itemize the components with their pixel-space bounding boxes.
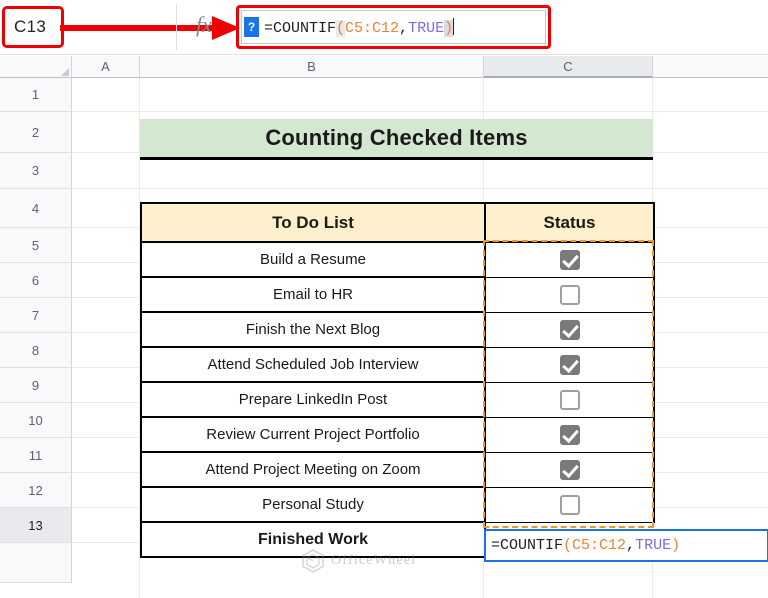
- status-cell[interactable]: [484, 276, 655, 313]
- formula-help-icon[interactable]: ?: [244, 17, 259, 37]
- row-header-6[interactable]: 6: [0, 263, 72, 298]
- checkbox-checked-icon[interactable]: [559, 354, 580, 375]
- formula-token-boolean: TRUE: [408, 19, 445, 37]
- annotation-arrow: [60, 16, 242, 40]
- gridline-row-3: [72, 188, 768, 189]
- table-row[interactable]: Prepare LinkedIn Post: [140, 381, 655, 418]
- checkbox-checked-icon[interactable]: [559, 424, 580, 445]
- cell-formula-comma: ,: [626, 537, 636, 554]
- cell-editor-c13[interactable]: =COUNTIF(C5:C12, TRUE): [484, 529, 768, 562]
- checkbox-unchecked-icon[interactable]: [559, 389, 580, 410]
- cell-formula-function: =COUNTIF: [491, 537, 564, 554]
- formula-token-close-paren: ): [444, 19, 454, 37]
- row-header-4[interactable]: 4: [0, 189, 72, 228]
- formula-bar-strip: C13 fx ? =COUNTIF(C5:C12,TRUE): [0, 0, 768, 55]
- checkbox-checked-icon[interactable]: [559, 459, 580, 480]
- table-row[interactable]: Email to HR: [140, 276, 655, 313]
- column-header-a[interactable]: A: [72, 56, 140, 78]
- cell-formula-range: C5:C12: [572, 537, 627, 554]
- table-row[interactable]: Build a Resume: [140, 241, 655, 278]
- arrow-head: [212, 16, 240, 40]
- task-label: Personal Study: [140, 486, 486, 523]
- checkbox-checked-icon[interactable]: [559, 319, 580, 340]
- gridline-row-1: [72, 111, 768, 112]
- sheet-title: Counting Checked Items: [140, 119, 653, 160]
- table-row[interactable]: Attend Scheduled Job Interview: [140, 346, 655, 383]
- name-box-value: C13: [14, 17, 47, 36]
- column-header-status: Status: [484, 202, 655, 243]
- task-label: Finish the Next Blog: [140, 311, 486, 348]
- column-header-row: A B C: [0, 56, 768, 78]
- row-header-column: 1 2 3 4 5 6 7 8 9 10 11 12 13: [0, 78, 72, 583]
- toolbar-divider: [176, 4, 177, 50]
- name-box[interactable]: C13: [6, 10, 62, 44]
- row-header-14[interactable]: [0, 543, 72, 583]
- status-cell[interactable]: [484, 416, 655, 453]
- checkbox-unchecked-icon[interactable]: [559, 494, 580, 515]
- title-row: Counting Checked Items: [140, 119, 653, 160]
- table-row[interactable]: Personal Study: [140, 486, 655, 523]
- fx-icon: fx: [196, 12, 212, 37]
- status-cell[interactable]: [484, 451, 655, 488]
- formula-token-range: C5:C12: [345, 19, 400, 37]
- table-header-row: To Do List Status: [140, 202, 655, 243]
- formula-token-function: =COUNTIF: [264, 19, 337, 37]
- table-row[interactable]: Review Current Project Portfolio: [140, 416, 655, 453]
- row-header-7[interactable]: 7: [0, 298, 72, 333]
- select-all-icon: [61, 68, 69, 76]
- gridline-col-a: [139, 78, 140, 598]
- status-cell[interactable]: [484, 346, 655, 383]
- task-label: Build a Resume: [140, 241, 486, 278]
- column-header-c[interactable]: C: [484, 56, 653, 78]
- data-table: To Do List Status Build a Resume Email t…: [140, 202, 655, 558]
- row-header-11[interactable]: 11: [0, 438, 72, 473]
- table-row[interactable]: Attend Project Meeting on Zoom: [140, 451, 655, 488]
- row-header-2[interactable]: 2: [0, 112, 72, 153]
- task-label: Attend Scheduled Job Interview: [140, 346, 486, 383]
- row-header-12[interactable]: 12: [0, 473, 72, 508]
- column-header-todo: To Do List: [140, 202, 486, 243]
- cell-formula-open-paren: (: [563, 537, 573, 554]
- formula-input[interactable]: ? =COUNTIF(C5:C12,TRUE): [241, 10, 546, 44]
- formula-text: =COUNTIF(C5:C12,TRUE): [264, 17, 455, 37]
- row-header-1[interactable]: 1: [0, 78, 72, 112]
- cell-formula-boolean: TRUE: [635, 537, 672, 554]
- select-all-corner[interactable]: [0, 56, 72, 78]
- task-label: Email to HR: [140, 276, 486, 313]
- cell-formula-close-paren: ): [671, 537, 681, 554]
- row-header-10[interactable]: 10: [0, 403, 72, 438]
- formula-token-open-paren: (: [336, 19, 346, 37]
- arrow-shaft: [60, 25, 218, 31]
- status-cell[interactable]: [484, 241, 655, 278]
- total-label: Finished Work: [140, 521, 486, 558]
- task-label: Attend Project Meeting on Zoom: [140, 451, 486, 488]
- column-header-b[interactable]: B: [140, 56, 484, 78]
- row-header-5[interactable]: 5: [0, 228, 72, 263]
- task-label: Review Current Project Portfolio: [140, 416, 486, 453]
- status-cell[interactable]: [484, 381, 655, 418]
- status-cell[interactable]: [484, 486, 655, 523]
- column-header-d[interactable]: [653, 56, 768, 78]
- text-caret: [453, 17, 455, 35]
- status-cell[interactable]: [484, 311, 655, 348]
- row-header-8[interactable]: 8: [0, 333, 72, 368]
- task-label: Prepare LinkedIn Post: [140, 381, 486, 418]
- todo-table: Counting Checked Items: [140, 119, 653, 160]
- checkbox-unchecked-icon[interactable]: [559, 284, 580, 305]
- checkbox-checked-icon[interactable]: [559, 249, 580, 270]
- row-header-13[interactable]: 13: [0, 508, 72, 543]
- table-row[interactable]: Finish the Next Blog: [140, 311, 655, 348]
- row-header-9[interactable]: 9: [0, 368, 72, 403]
- formula-token-comma: ,: [399, 19, 409, 37]
- row-header-3[interactable]: 3: [0, 153, 72, 189]
